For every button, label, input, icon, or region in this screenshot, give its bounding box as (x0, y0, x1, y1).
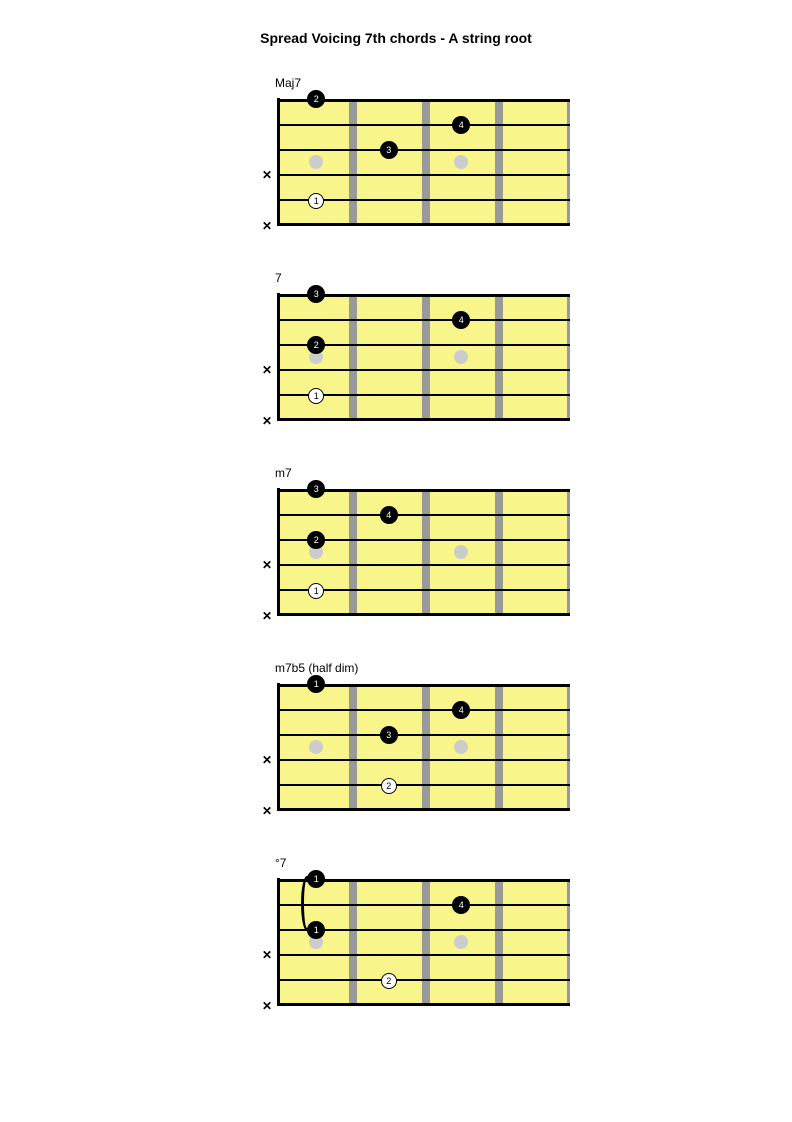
chord-diagram: Maj7✕✕2431 (280, 76, 792, 226)
finger-dot: 4 (452, 896, 470, 914)
mute-icon: ✕ (262, 219, 272, 233)
chord-label: m7 (275, 466, 792, 480)
mute-icon: ✕ (262, 804, 272, 818)
mute-icon: ✕ (262, 948, 272, 962)
finger-dot: 4 (452, 116, 470, 134)
chord-diagram: m7✕✕3421 (280, 466, 792, 616)
fretboard: ✕✕1412 (280, 878, 570, 1006)
diagrams-list: Maj7✕✕24317✕✕3421m7✕✕3421m7b5 (half dim)… (0, 76, 792, 1006)
fretboard: ✕✕2431 (280, 98, 570, 226)
finger-dot: 4 (452, 701, 470, 719)
chord-label: 7 (275, 271, 792, 285)
chord-diagram: m7b5 (half dim)✕✕1432 (280, 661, 792, 811)
mute-icon: ✕ (262, 558, 272, 572)
finger-dot: 3 (380, 141, 398, 159)
mute-icon: ✕ (262, 609, 272, 623)
chord-label: Maj7 (275, 76, 792, 90)
mute-icon: ✕ (262, 753, 272, 767)
chord-diagram: 7✕✕3421 (280, 271, 792, 421)
chord-label: m7b5 (half dim) (275, 661, 792, 675)
fretboard: ✕✕3421 (280, 293, 570, 421)
fretboard: ✕✕1432 (280, 683, 570, 811)
page-title: Spread Voicing 7th chords - A string roo… (0, 30, 792, 46)
fretboard: ✕✕3421 (280, 488, 570, 616)
finger-dot: 4 (452, 311, 470, 329)
mute-icon: ✕ (262, 999, 272, 1013)
mute-icon: ✕ (262, 363, 272, 377)
finger-dot: 4 (380, 506, 398, 524)
chord-diagram: °7✕✕1412 (280, 856, 792, 1006)
mute-icon: ✕ (262, 168, 272, 182)
finger-dot: 3 (380, 726, 398, 744)
chord-label: °7 (275, 856, 792, 870)
mute-icon: ✕ (262, 414, 272, 428)
